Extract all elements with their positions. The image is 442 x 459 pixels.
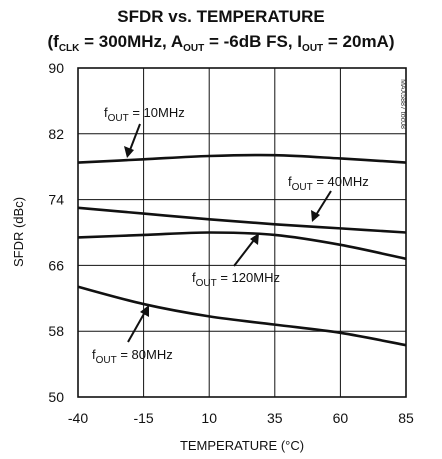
label-40mhz-suffix: = 40MHz xyxy=(313,174,369,189)
arrow-40mhz-head xyxy=(311,210,320,222)
series-line-1 xyxy=(77,206,407,234)
label-120mhz-sub: OUT xyxy=(196,278,217,289)
label-series-10mhz: fOUT = 10MHz xyxy=(104,105,185,124)
arrow-120mhz-line xyxy=(233,239,255,267)
label-series-80mhz: fOUT = 80MHz xyxy=(92,347,173,366)
subtitle-sub-out-1: OUT xyxy=(183,43,204,54)
y-tick-label-4: 82 xyxy=(48,126,64,142)
x-tick-label-0: -40 xyxy=(68,410,88,426)
label-10mhz-prefix: f xyxy=(104,105,108,120)
side-note: MAX5887 toc08 xyxy=(399,79,406,129)
chart-grid xyxy=(78,68,406,397)
label-80mhz-sub: OUT xyxy=(96,355,117,366)
chart-title: SFDR vs. TEMPERATURE xyxy=(117,7,325,26)
series-line-0 xyxy=(77,153,407,164)
x-tick-label-5: 85 xyxy=(398,410,414,426)
x-tick-label-2: 10 xyxy=(201,410,217,426)
subtitle-part-4: = 20mA) xyxy=(323,32,394,51)
label-40mhz-sub: OUT xyxy=(292,182,313,193)
label-120mhz-prefix: f xyxy=(192,270,196,285)
label-120mhz-suffix: = 120MHz xyxy=(217,270,280,285)
y-tick-label-5: 90 xyxy=(48,60,64,76)
arrow-80mhz-head xyxy=(140,305,149,317)
label-series-120mhz: fOUT = 120MHz xyxy=(192,270,280,289)
subtitle-sub-out-2: OUT xyxy=(302,43,323,54)
subtitle-part-1: (f xyxy=(47,32,59,51)
subtitle-part-2: = 300MHz, A xyxy=(79,32,183,51)
label-40mhz-prefix: f xyxy=(288,174,292,189)
label-10mhz-suffix: = 10MHz xyxy=(129,105,185,120)
arrow-40mhz-line xyxy=(315,190,332,216)
y-tick-label-1: 58 xyxy=(48,323,64,339)
y-tick-label-0: 50 xyxy=(48,389,64,405)
chart-subtitle: (fCLK = 300MHz, AOUT = -6dB FS, IOUT = 2… xyxy=(47,32,394,54)
arrow-10mhz-line xyxy=(129,123,141,151)
x-tick-label-4: 60 xyxy=(333,410,349,426)
arrow-10mhz-head xyxy=(124,146,134,158)
x-axis-label: TEMPERATURE (°C) xyxy=(180,438,304,453)
arrow-120mhz-head xyxy=(250,233,259,245)
y-tick-labels: 50 58 66 74 82 90 xyxy=(48,60,64,405)
y-tick-label-2: 66 xyxy=(48,257,64,273)
x-tick-label-3: 35 xyxy=(267,410,283,426)
label-series-40mhz: fOUT = 40MHz xyxy=(288,174,369,193)
y-tick-label-3: 74 xyxy=(48,192,64,208)
label-10mhz-sub: OUT xyxy=(108,113,129,124)
chart-series xyxy=(77,153,407,347)
subtitle-part-3: = -6dB FS, I xyxy=(204,32,302,51)
x-tick-label-1: -15 xyxy=(133,410,153,426)
label-80mhz-prefix: f xyxy=(92,347,96,362)
arrow-80mhz-line xyxy=(127,311,146,343)
subtitle-sub-clk: CLK xyxy=(59,43,80,54)
y-axis-label: SFDR (dBc) xyxy=(11,197,26,267)
label-80mhz-suffix: = 80MHz xyxy=(117,347,173,362)
series-annotations: fOUT = 10MHz fOUT = 40MHz fOUT = 120MHz … xyxy=(92,105,369,366)
series-line-3 xyxy=(77,285,407,347)
series-line-2 xyxy=(77,231,407,261)
x-tick-labels: -40 -15 10 35 60 85 xyxy=(68,410,414,426)
plot-frame xyxy=(77,67,407,398)
